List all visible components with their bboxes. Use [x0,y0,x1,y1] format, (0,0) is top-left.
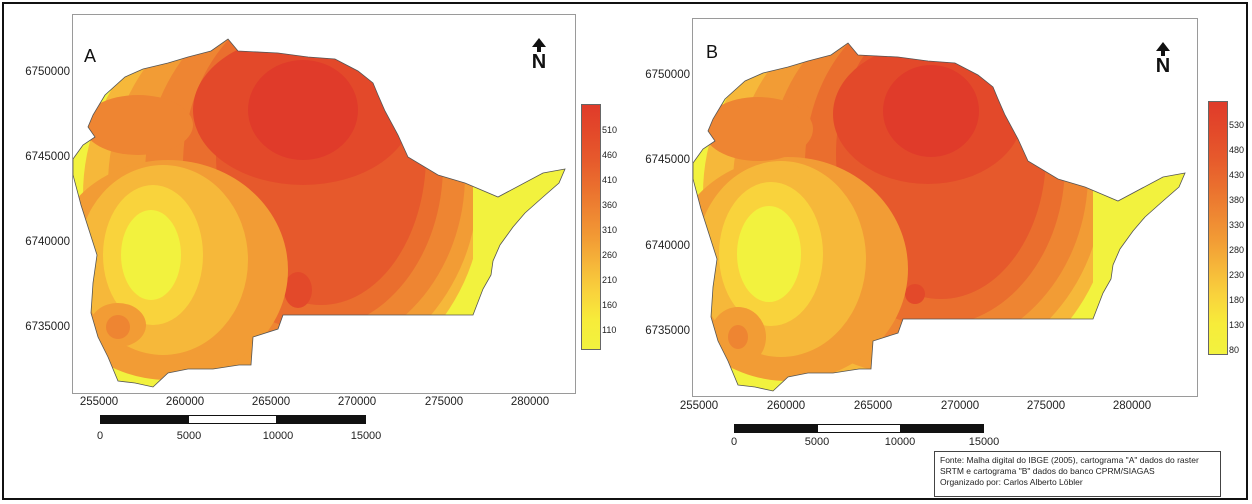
legend-label: 130 [1229,320,1245,330]
scale-label: 0 [730,436,738,448]
y-tick: 6735000 [645,325,690,337]
legend-label: 260 [602,250,618,260]
panel-a-label: A [84,46,97,66]
y-tick: 6740000 [645,240,690,252]
y-tick: 6740000 [25,236,70,248]
x-tick: 265000 [251,396,291,408]
source-line: Fonte: Malha digital do IBGE (2005), car… [940,455,1199,465]
x-tick: 270000 [337,396,377,408]
y-tick: 6750000 [645,69,690,81]
panel-b-label: B [706,42,719,62]
scale-label: 10000 [262,430,294,442]
scale-label: 5000 [804,436,830,448]
legend-label: 430 [1229,170,1245,180]
x-tick: 255000 [79,396,119,408]
scale-label: 10000 [884,436,916,448]
scale-segment [100,415,189,424]
scale-segment [817,424,901,433]
legend-colorbar-b [1208,101,1228,355]
x-tick: 280000 [510,396,550,408]
legend-label: 80 [1229,345,1240,355]
x-tick: 275000 [424,396,464,408]
x-tick: 265000 [853,400,893,412]
north-symbol: N [531,51,547,73]
legend-label: 460 [602,150,618,160]
map-a-svg [73,38,566,388]
y-tick: 6735000 [25,321,70,333]
scale-segment [277,415,366,424]
y-tick: 6750000 [25,66,70,78]
legend-label: 510 [602,125,618,135]
legend-label: 480 [1229,145,1245,155]
scale-label: 15000 [350,430,382,442]
legend-label: 330 [1229,220,1245,230]
north-arrow-icon: N [1152,42,1174,78]
map-b-svg [693,42,1186,392]
scale-segment [734,424,818,433]
panel-a: A N 6750000 6745000 6740000 6735000 2550… [4,4,624,502]
scale-label: 15000 [968,436,1000,448]
legend-label: 380 [1229,195,1245,205]
legend-label: 310 [602,225,618,235]
legend-label: 530 [1229,120,1245,130]
legend-label: 360 [602,200,618,210]
map-b-box [692,18,1198,397]
legend-colorbar-a [581,104,601,350]
legend-label: 160 [602,300,618,310]
x-tick: 275000 [1026,400,1066,412]
legend-label: 210 [602,275,618,285]
map-a-box [72,14,576,394]
legend-label: 110 [602,325,617,335]
source-line: Organizado por: Carlos Alberto Löbler [940,477,1083,487]
x-tick: 260000 [165,396,205,408]
x-tick: 255000 [679,400,719,412]
north-symbol: N [1155,55,1171,77]
y-tick: 6745000 [645,154,690,166]
scale-label: 0 [96,430,104,442]
scale-bar-b [734,424,984,433]
scale-segment [188,415,277,424]
y-tick: 6745000 [25,151,70,163]
panel-b: B N 6750000 6745000 6740000 6735000 2550… [624,4,1246,502]
scale-bar-a [100,415,366,424]
legend-label: 180 [1229,295,1245,305]
source-line: SRTM e cartograma "B" dados do banco CPR… [940,466,1155,476]
legend-label: 230 [1229,270,1245,280]
x-tick: 260000 [766,400,806,412]
x-tick: 280000 [1112,400,1152,412]
legend-label: 410 [602,175,618,185]
legend-label: 280 [1229,245,1245,255]
scale-label: 5000 [176,430,202,442]
x-tick: 270000 [940,400,980,412]
scale-segment [900,424,984,433]
north-arrow-icon: N [528,38,550,74]
source-caption: Fonte: Malha digital do IBGE (2005), car… [934,451,1221,497]
